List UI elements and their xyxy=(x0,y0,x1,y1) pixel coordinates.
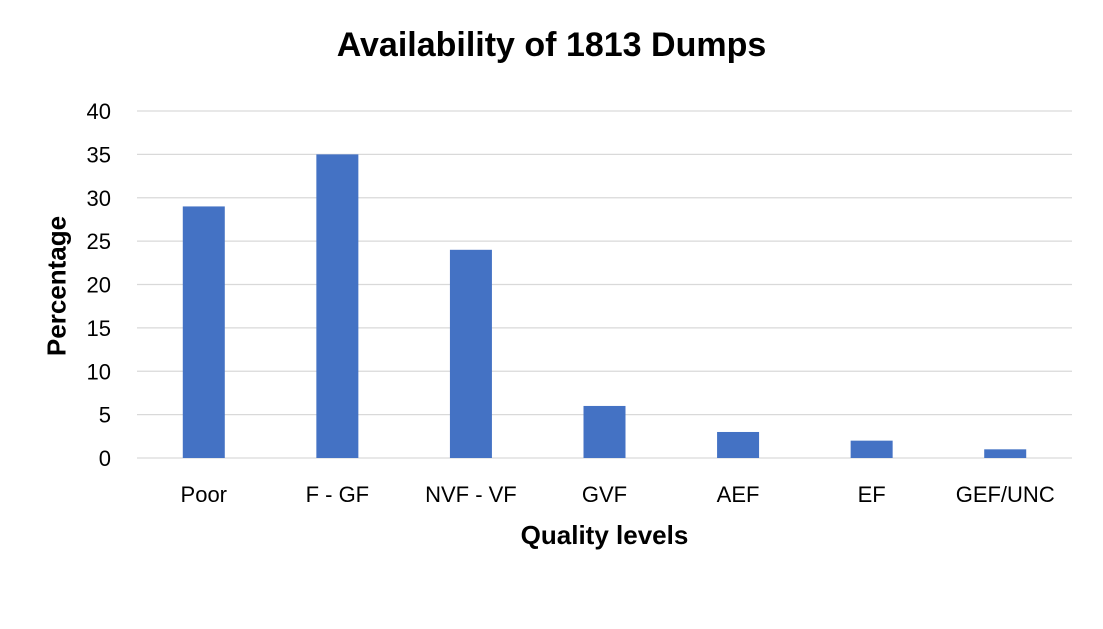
y-tick-label: 30 xyxy=(87,186,111,211)
bar-gvf xyxy=(583,405,626,458)
y-tick-label: 5 xyxy=(99,403,111,428)
bar-nvf-vf xyxy=(449,249,492,458)
bar-ef xyxy=(850,440,893,458)
chart-title: Availability of 1813 Dumps xyxy=(336,26,767,64)
y-tick-label: 10 xyxy=(87,359,111,384)
bar-f-gf xyxy=(316,154,359,458)
x-tick-label: NVF - VF xyxy=(425,482,517,507)
bar-gef-unc xyxy=(984,449,1027,458)
y-tick-label: 35 xyxy=(87,142,111,167)
y-tick-label: 20 xyxy=(87,273,111,298)
bar-poor xyxy=(182,206,225,458)
y-tick-label: 15 xyxy=(87,316,111,341)
x-tick-label: AEF xyxy=(717,482,760,507)
x-tick-label: F - GF xyxy=(306,482,370,507)
y-axis-title: Percentage xyxy=(41,215,72,357)
y-tick-label: 40 xyxy=(87,99,111,124)
x-tick-label: GVF xyxy=(582,482,627,507)
x-tick-label: Poor xyxy=(181,482,227,507)
x-tick-label: GEF/UNC xyxy=(956,482,1055,507)
x-tick-label: EF xyxy=(858,482,886,507)
x-axis-title: Quality levels xyxy=(520,520,689,550)
bar-aef xyxy=(717,431,760,458)
y-tick-label: 25 xyxy=(87,229,111,254)
y-tick-label: 0 xyxy=(99,446,111,471)
